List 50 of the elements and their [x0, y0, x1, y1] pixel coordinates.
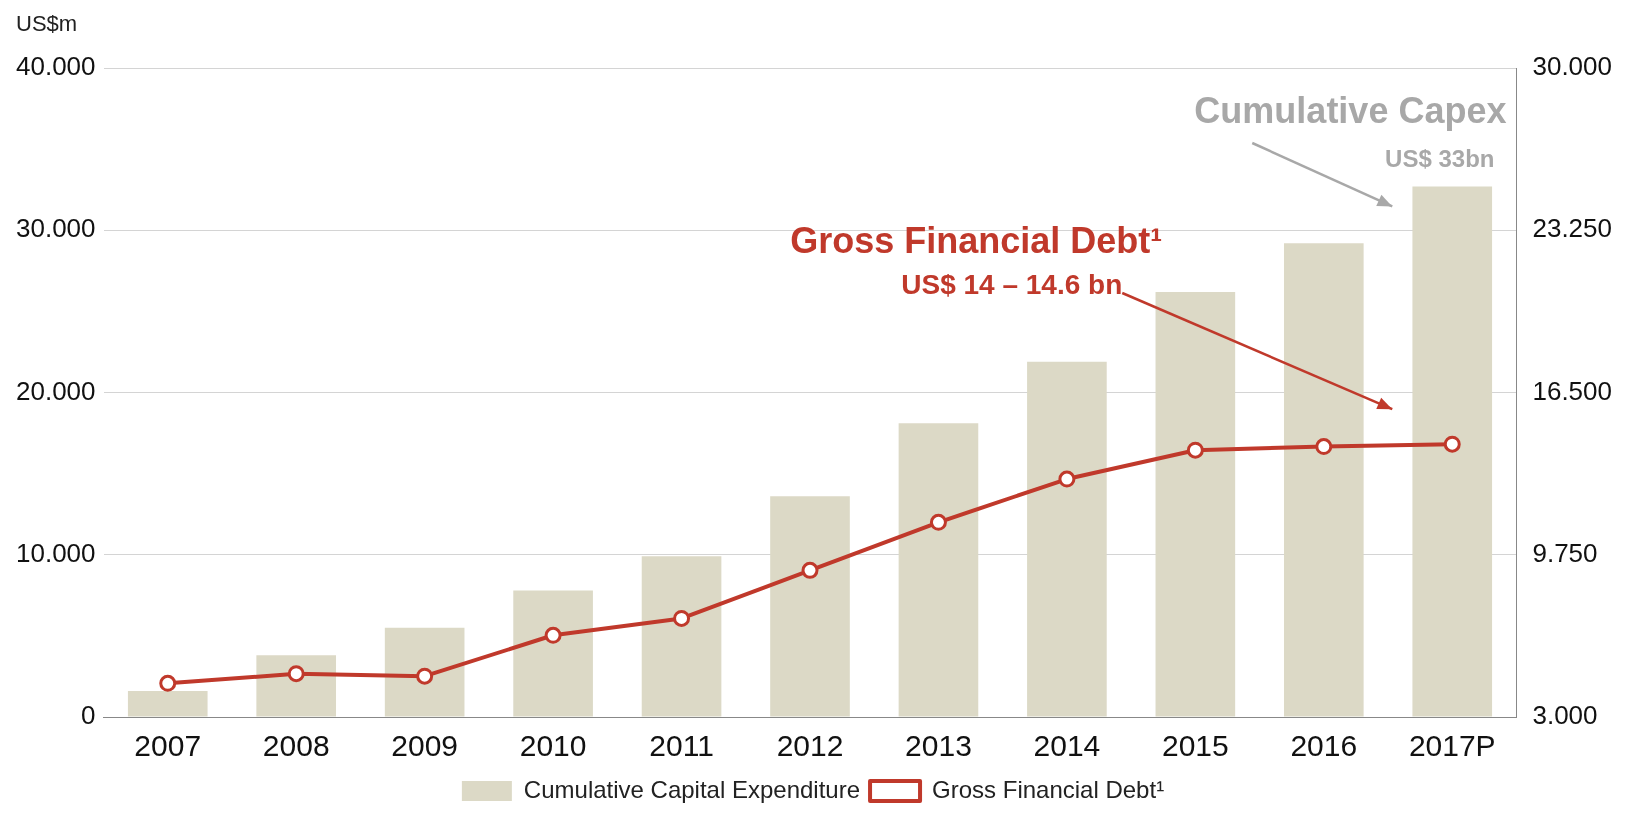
y-tick-label: 30.000 — [15, 213, 96, 244]
y2-tick-label: 3.000 — [1532, 700, 1598, 731]
point — [416, 667, 434, 685]
y2-tick-label: 16.500 — [1532, 375, 1613, 406]
bar — [1155, 291, 1236, 717]
x-tick-label: 2012 — [776, 729, 844, 763]
legend-label: Gross Financial Debt¹ — [932, 775, 1165, 803]
x-tick-label: 2011 — [649, 729, 714, 763]
annotation: Cumulative Capex — [1194, 89, 1507, 131]
bar — [898, 423, 979, 717]
point — [801, 561, 819, 579]
annotation: US$ 33bn — [1385, 144, 1495, 172]
bar — [384, 627, 465, 717]
point — [287, 665, 305, 683]
y2-tick-label: 23.250 — [1532, 213, 1613, 244]
bar — [1283, 243, 1364, 717]
x-tick-label: 2014 — [1033, 729, 1101, 763]
y-tick-label: 40.000 — [15, 51, 96, 82]
point — [1315, 438, 1333, 456]
y-tick-label: 0 — [81, 700, 96, 731]
point — [544, 626, 562, 644]
x-tick-label: 2013 — [905, 729, 972, 763]
annotation: US$ 14 – 14.6 bn — [901, 268, 1123, 300]
annotation: Gross Financial Debt¹ — [790, 219, 1163, 261]
point — [159, 674, 177, 692]
x-tick-label: 2016 — [1290, 729, 1358, 763]
bar — [256, 655, 337, 717]
x-tick-label: 2007 — [134, 729, 202, 763]
y-tick-label: 10.000 — [15, 537, 96, 568]
point — [1058, 470, 1076, 488]
bar — [127, 691, 208, 717]
point — [1186, 441, 1204, 459]
bar — [513, 590, 593, 717]
bar — [641, 556, 722, 717]
bar — [770, 496, 850, 717]
x-tick-label: 2009 — [391, 729, 459, 763]
point — [929, 513, 947, 531]
bar — [1412, 186, 1493, 717]
x-tick-label: 2008 — [262, 729, 330, 763]
y-tick-label: 20.000 — [15, 375, 96, 406]
y-axis-title: US$m — [16, 11, 78, 37]
point — [673, 609, 691, 627]
x-tick-label: 2010 — [519, 729, 587, 763]
bar — [1027, 361, 1107, 717]
point — [1443, 435, 1461, 453]
y2-tick-label: 9.750 — [1532, 537, 1598, 568]
y2-tick-label: 30.000 — [1532, 51, 1613, 82]
legend-label: Cumulative Capital Expenditure — [523, 775, 861, 803]
x-tick-label: 2015 — [1161, 729, 1229, 763]
x-tick-label: 2017P — [1408, 729, 1496, 763]
